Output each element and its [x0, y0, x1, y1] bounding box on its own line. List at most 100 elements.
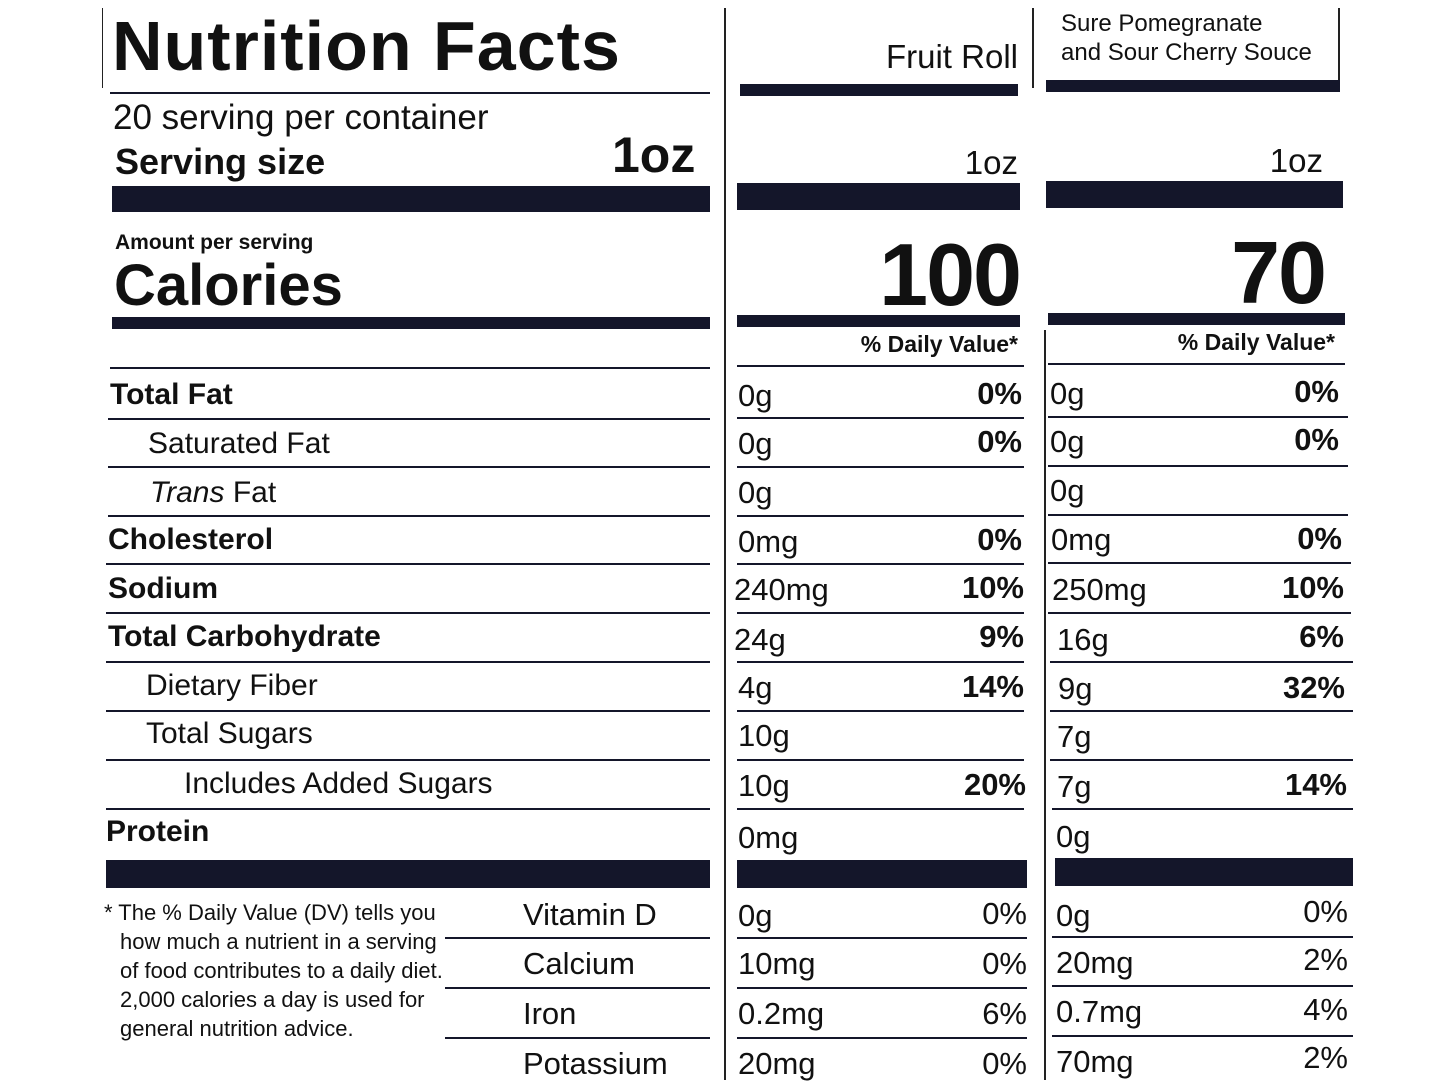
mineral-calcium: Calcium [523, 946, 635, 981]
p2-percent-cholesterol: 0% [1297, 521, 1342, 556]
row-rule [737, 515, 1024, 517]
row-rule [1050, 710, 1353, 712]
p2-amount-protein: 0g [1056, 819, 1091, 854]
p2-percent-iron: 4% [1303, 992, 1348, 1027]
product-1-protein-bar [737, 860, 1027, 888]
p2-amount-saturated-fat: 0g [1050, 424, 1085, 459]
p1-amount-added-sugars: 10g [738, 768, 790, 803]
row-rule [106, 710, 710, 712]
product-2-calories: 70 [1231, 223, 1327, 322]
row-rule [445, 1037, 710, 1039]
p1-percent-calcium: 0% [982, 946, 1027, 981]
nutrient-total-sugars: Total Sugars [146, 717, 313, 750]
row-rule [1052, 936, 1353, 938]
product-1-calories-bar [737, 315, 1020, 327]
p2-percent-added-sugars: 14% [1284, 767, 1347, 802]
row-rule [737, 937, 1027, 939]
left-edge-line [102, 8, 103, 88]
p1-amount-iron: 0.2mg [738, 996, 825, 1031]
product-1-name: Fruit Roll [885, 38, 1018, 75]
product-1-serving-bar [737, 183, 1020, 210]
nutrient-protein: Protein [106, 815, 210, 848]
p2-percent-dietary-fiber: 32% [1282, 670, 1345, 705]
p2-amount-total-sugars: 7g [1057, 719, 1092, 754]
p1-percent-saturated-fat: 0% [977, 424, 1022, 459]
nutrient-total-carbohydrate: Total Carbohydrate [108, 620, 381, 653]
nutrient-dietary-fiber: Dietary Fiber [146, 669, 318, 702]
row-rule [1048, 612, 1351, 614]
p2-amount-added-sugars: 7g [1057, 769, 1092, 804]
product-1-calories: 100 [879, 225, 1022, 324]
calories-label: Calories [114, 253, 343, 318]
row-rule [1052, 808, 1353, 810]
row-rule [737, 1037, 1027, 1039]
p2-percent-saturated-fat: 0% [1294, 422, 1339, 457]
row-rule [1048, 465, 1348, 467]
footnote-line: 2,000 calories a day is used for [120, 987, 425, 1012]
row-rule [737, 417, 1024, 419]
p1-amount-total-sugars: 10g [738, 718, 790, 753]
row-rule [1052, 1035, 1353, 1037]
row-rule [445, 987, 710, 989]
row-rule [737, 563, 1024, 565]
row-rule [737, 466, 1024, 468]
p1-percent-dietary-fiber: 14% [961, 669, 1024, 704]
product-2-name-line1: Sure Pomegranate [1061, 10, 1263, 37]
row-rule [737, 710, 1024, 712]
row-rule [1050, 661, 1353, 663]
p1-amount-total-carb: 24g [734, 622, 786, 657]
serving-thick-bar [112, 186, 710, 212]
p1-amount-saturated-fat: 0g [738, 426, 773, 461]
row-rule [737, 808, 1024, 810]
column-divider-1 [724, 8, 726, 1080]
calories-bar [112, 317, 710, 329]
p1-percent-total-carb: 9% [979, 619, 1024, 654]
p2-percent-calcium: 2% [1303, 942, 1348, 977]
mineral-iron: Iron [523, 996, 577, 1031]
footnote-line: of food contributes to a daily diet. [120, 958, 443, 983]
amount-per-serving: Amount per serving [115, 231, 314, 254]
mineral-potassium: Potassium [523, 1046, 668, 1081]
fat-word: Fat [232, 476, 277, 509]
product-2-serving-bar [1046, 181, 1343, 208]
product-1-dv-rule [737, 365, 1024, 367]
p2-amount-total-carb: 16g [1057, 622, 1109, 657]
product-2-protein-bar [1055, 858, 1353, 886]
p1-amount-vitamin-d: 0g [738, 898, 773, 933]
nutrient-added-sugars: Includes Added Sugars [184, 767, 493, 800]
servings-per-container: 20 serving per container [113, 98, 489, 137]
p1-amount-calcium: 10mg [738, 946, 816, 981]
p2-amount-iron: 0.7mg [1056, 994, 1143, 1029]
p1-percent-potassium: 0% [982, 1046, 1027, 1081]
row-rule [108, 515, 710, 517]
column-divider-2-lower [1044, 330, 1046, 1080]
serving-size-label: Serving size [115, 141, 326, 182]
row-rule [737, 661, 1024, 663]
row-rule [108, 466, 710, 468]
row-rule [106, 563, 710, 565]
product-1-serving: 1oz [964, 144, 1018, 181]
row-rule [737, 612, 1024, 614]
p1-amount-total-fat: 0g [738, 378, 773, 413]
row-rule [445, 937, 710, 939]
dv-rule [110, 367, 710, 369]
p1-amount-protein: 0mg [738, 820, 799, 855]
p2-amount-cholesterol: 0mg [1051, 522, 1112, 557]
product-1-dv-header: % Daily Value* [860, 331, 1018, 357]
title-rule [110, 92, 710, 94]
label-title: Nutrition Facts [112, 7, 621, 85]
p2-amount-sodium: 250mg [1052, 572, 1147, 607]
nutrient-sodium: Sodium [108, 572, 218, 605]
product-2-name-bar [1046, 80, 1340, 92]
product-2-serving: 1oz [1269, 142, 1323, 179]
p2-percent-vitamin-d: 0% [1303, 894, 1348, 929]
footnote-line: * The % Daily Value (DV) tells you [104, 900, 436, 925]
row-rule [106, 612, 710, 614]
product-1-name-bar [740, 84, 1018, 96]
p1-percent-vitamin-d: 0% [982, 896, 1027, 931]
row-rule [106, 661, 710, 663]
row-rule [1052, 985, 1353, 987]
row-rule [1048, 514, 1348, 516]
p2-percent-sodium: 10% [1281, 570, 1344, 605]
p2-amount-vitamin-d: 0g [1056, 898, 1091, 933]
